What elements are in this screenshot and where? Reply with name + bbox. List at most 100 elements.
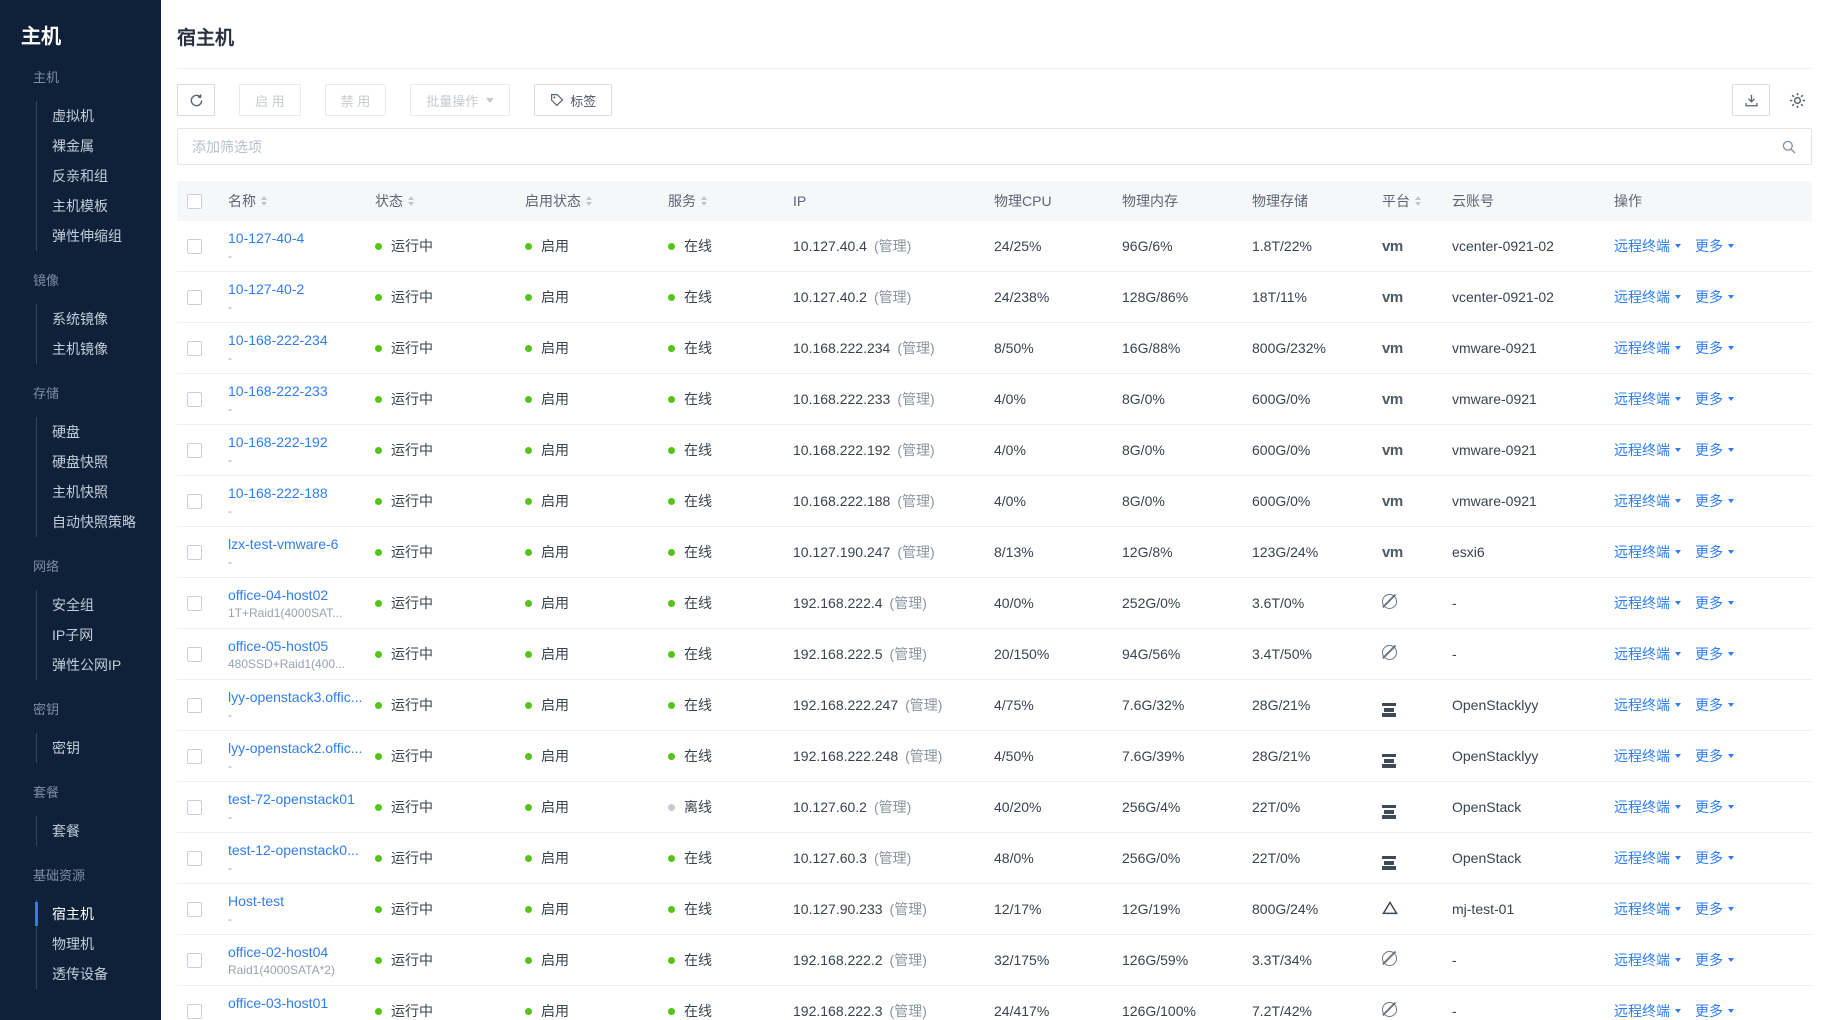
host-name-link[interactable]: Host-test xyxy=(228,892,285,909)
more-actions-link[interactable]: 更多 xyxy=(1695,491,1734,511)
remote-terminal-link[interactable]: 远程终端 xyxy=(1614,797,1681,817)
sidebar-item[interactable]: IP子网 xyxy=(52,626,94,643)
host-name-link[interactable]: 10-168-222-233 xyxy=(228,382,328,399)
row-checkbox[interactable] xyxy=(187,953,202,969)
remote-terminal-link[interactable]: 远程终端 xyxy=(1614,542,1681,562)
host-name-link[interactable]: office-02-host04 xyxy=(228,943,329,960)
sidebar-item[interactable]: 裸金属 xyxy=(52,137,94,154)
enable-button[interactable]: 启 用 xyxy=(239,84,301,116)
remote-terminal-link[interactable]: 远程终端 xyxy=(1614,950,1681,970)
more-actions-link[interactable]: 更多 xyxy=(1695,950,1734,970)
row-checkbox[interactable] xyxy=(187,902,202,918)
row-checkbox[interactable] xyxy=(187,1004,202,1020)
remote-terminal-link[interactable]: 远程终端 xyxy=(1614,746,1681,766)
row-checkbox[interactable] xyxy=(187,596,202,612)
host-name-link[interactable]: 10-127-40-4 xyxy=(228,229,305,246)
more-actions-link[interactable]: 更多 xyxy=(1695,1001,1734,1020)
remote-terminal-link[interactable]: 远程终端 xyxy=(1614,644,1681,664)
sidebar-item[interactable]: 虚拟机 xyxy=(52,107,94,124)
row-checkbox[interactable] xyxy=(187,698,202,714)
remote-terminal-link[interactable]: 远程终端 xyxy=(1614,236,1681,256)
filter-input[interactable] xyxy=(177,128,1812,165)
row-checkbox[interactable] xyxy=(187,749,202,765)
remote-terminal-link[interactable]: 远程终端 xyxy=(1614,389,1681,409)
remote-terminal-link[interactable]: 远程终端 xyxy=(1614,695,1681,715)
more-actions-link[interactable]: 更多 xyxy=(1695,542,1734,562)
batch-actions-button[interactable]: 批量操作 xyxy=(410,84,511,116)
row-checkbox[interactable] xyxy=(187,443,202,459)
cloud-account: vmware-0921 xyxy=(1452,493,1537,509)
sidebar-item[interactable]: 密钥 xyxy=(52,739,80,756)
sort-arrows-icon[interactable] xyxy=(1415,196,1421,206)
settings-button[interactable] xyxy=(1782,84,1812,116)
host-name-link[interactable]: 10-127-40-2 xyxy=(228,280,305,297)
more-actions-link[interactable]: 更多 xyxy=(1695,695,1734,715)
sidebar-item[interactable]: 硬盘 xyxy=(52,423,80,440)
sidebar-item[interactable]: 宿主机 xyxy=(35,899,161,929)
host-name-link[interactable]: 10-168-222-188 xyxy=(228,484,328,501)
host-name-link[interactable]: lyy-openstack2.offic... xyxy=(228,739,363,756)
row-checkbox[interactable] xyxy=(187,647,202,663)
sidebar-item[interactable]: 弹性公网IP xyxy=(52,656,122,673)
sidebar-item[interactable]: 硬盘快照 xyxy=(52,453,108,470)
sort-arrows-icon[interactable] xyxy=(701,196,707,206)
row-checkbox[interactable] xyxy=(187,545,202,561)
remote-terminal-link[interactable]: 远程终端 xyxy=(1614,899,1681,919)
tag-button[interactable]: 标签 xyxy=(534,84,613,116)
sidebar-item[interactable]: 主机快照 xyxy=(52,483,108,500)
sidebar-item[interactable]: 主机模板 xyxy=(52,197,108,214)
more-actions-link[interactable]: 更多 xyxy=(1695,899,1734,919)
sidebar-item[interactable]: 反亲和组 xyxy=(52,167,108,184)
host-name-link[interactable]: test-72-openstack01 xyxy=(228,790,355,807)
remote-terminal-link[interactable]: 远程终端 xyxy=(1614,338,1681,358)
sidebar-item[interactable]: 自动快照策略 xyxy=(52,513,136,530)
row-checkbox[interactable] xyxy=(187,392,202,408)
disable-button[interactable]: 禁 用 xyxy=(324,84,387,116)
sidebar-item[interactable]: 系统镜像 xyxy=(52,310,108,327)
remote-terminal-link[interactable]: 远程终端 xyxy=(1614,440,1681,460)
more-actions-link[interactable]: 更多 xyxy=(1695,389,1734,409)
sort-arrows-icon[interactable] xyxy=(261,196,267,206)
host-name-link[interactable]: lyy-openstack3.offic... xyxy=(228,688,363,705)
more-actions-link[interactable]: 更多 xyxy=(1695,797,1734,817)
more-actions-link[interactable]: 更多 xyxy=(1695,644,1734,664)
sort-arrows-icon[interactable] xyxy=(408,196,414,206)
remote-terminal-link[interactable]: 远程终端 xyxy=(1614,848,1681,868)
row-checkbox[interactable] xyxy=(187,800,202,816)
more-actions-link[interactable]: 更多 xyxy=(1695,287,1734,307)
remote-terminal-link[interactable]: 远程终端 xyxy=(1614,287,1681,307)
remote-terminal-link[interactable]: 远程终端 xyxy=(1614,1001,1681,1020)
more-actions-link[interactable]: 更多 xyxy=(1695,593,1734,613)
host-name-link[interactable]: office-03-host01 xyxy=(228,994,329,1011)
host-name-link[interactable]: 10-168-222-192 xyxy=(228,433,328,450)
sidebar-item[interactable]: 安全组 xyxy=(52,596,94,613)
more-actions-link[interactable]: 更多 xyxy=(1695,440,1734,460)
host-name-link[interactable]: lzx-test-vmware-6 xyxy=(228,535,339,552)
sidebar-item[interactable]: 主机镜像 xyxy=(52,340,108,357)
more-actions-link[interactable]: 更多 xyxy=(1695,338,1734,358)
row-checkbox[interactable] xyxy=(187,239,202,255)
refresh-button[interactable] xyxy=(177,84,215,116)
more-actions-link[interactable]: 更多 xyxy=(1695,236,1734,256)
sidebar-item[interactable]: 透传设备 xyxy=(52,965,108,982)
remote-terminal-link[interactable]: 远程终端 xyxy=(1614,491,1681,511)
more-actions-link[interactable]: 更多 xyxy=(1695,746,1734,766)
sidebar-item[interactable]: 套餐 xyxy=(52,822,80,839)
select-all-checkbox[interactable] xyxy=(187,193,202,209)
toolbar: 启 用 禁 用 批量操作 标签 xyxy=(177,84,1812,116)
sidebar-item[interactable]: 物理机 xyxy=(52,935,94,952)
remote-terminal-link[interactable]: 远程终端 xyxy=(1614,593,1681,613)
row-checkbox[interactable] xyxy=(187,290,202,306)
more-actions-link[interactable]: 更多 xyxy=(1695,848,1734,868)
search-button[interactable] xyxy=(1774,133,1804,160)
row-checkbox[interactable] xyxy=(187,494,202,510)
host-name-link[interactable]: office-05-host05 xyxy=(228,637,329,654)
sidebar-item[interactable]: 弹性伸缩组 xyxy=(52,227,122,244)
row-checkbox[interactable] xyxy=(187,851,202,867)
export-button[interactable] xyxy=(1732,84,1770,116)
row-checkbox[interactable] xyxy=(187,341,202,357)
host-name-link[interactable]: office-04-host02 xyxy=(228,586,329,603)
host-name-link[interactable]: test-12-openstack0... xyxy=(228,841,359,858)
sort-arrows-icon[interactable] xyxy=(586,196,592,206)
host-name-link[interactable]: 10-168-222-234 xyxy=(228,331,328,348)
